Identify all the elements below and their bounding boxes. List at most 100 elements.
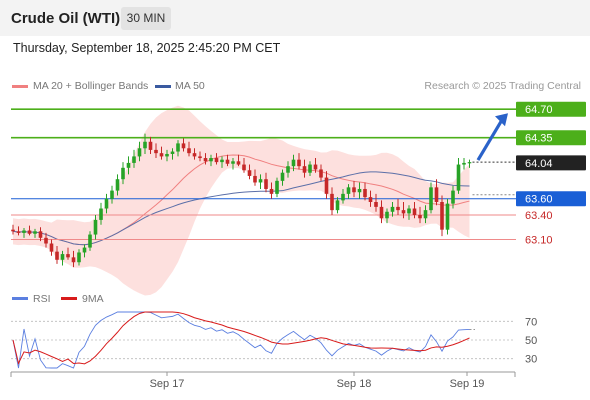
- projection-arrow-head: [495, 113, 508, 127]
- candle-body: [60, 254, 65, 260]
- candle-body: [22, 230, 26, 233]
- candle-body: [330, 193, 334, 211]
- candle-body: [423, 210, 428, 219]
- candle-body: [44, 237, 48, 244]
- candle-body: [33, 231, 37, 234]
- candle-body: [440, 202, 444, 230]
- candle-body: [302, 166, 307, 173]
- candle-body: [49, 243, 54, 252]
- rsi-line: [12, 311, 470, 369]
- candle-body: [66, 254, 70, 258]
- candle-body: [451, 190, 455, 204]
- rsi-ma-legend-label: 9MA: [82, 293, 104, 305]
- candle-body: [126, 162, 131, 168]
- candle-body: [308, 164, 312, 173]
- ma20-legend-label: MA 20 + Bollinger Bands: [33, 80, 149, 92]
- candle-body: [467, 162, 472, 164]
- candle-body: [176, 143, 180, 152]
- candle-body: [121, 167, 125, 180]
- candle-body: [291, 159, 296, 167]
- x-axis-label: Sep 19: [450, 378, 485, 390]
- candle-body: [143, 141, 147, 149]
- candle-body: [165, 153, 169, 157]
- candle-body: [352, 187, 356, 193]
- candle-body: [93, 219, 98, 235]
- level-label-63.60: 63.60: [525, 194, 553, 206]
- rsi-level-label: 50: [525, 335, 537, 347]
- level-box-64.04: [516, 155, 586, 171]
- candle-body: [236, 161, 241, 165]
- candle-body: [148, 141, 153, 150]
- level-label-64.35: 64.35: [525, 133, 553, 145]
- candle-body: [110, 190, 114, 199]
- candle-body: [379, 206, 384, 219]
- research-credit: Research © 2025 Trading Central: [424, 80, 581, 92]
- candle-body: [16, 231, 21, 233]
- ma50-legend-label: MA 50: [175, 80, 205, 92]
- level-label-64.70: 64.70: [525, 104, 553, 116]
- level-label-63.10: 63.10: [525, 234, 553, 246]
- candle-body: [324, 177, 329, 194]
- chart-datetime: Thursday, September 18, 2025 2:45:20 PM …: [13, 41, 281, 55]
- candle-body: [159, 153, 164, 157]
- ma50-legend-swatch: [155, 85, 171, 88]
- rsi-level-label: 70: [525, 316, 537, 328]
- candle-body: [280, 172, 285, 181]
- candle-body: [115, 179, 120, 191]
- header-bar: [0, 0, 590, 36]
- candle-body: [275, 180, 279, 194]
- candle-body: [181, 143, 186, 149]
- candle-body: [187, 148, 191, 154]
- candle-body: [335, 200, 340, 211]
- candle-body: [225, 159, 230, 164]
- candle-body: [203, 158, 208, 162]
- candle-body: [456, 164, 461, 191]
- candle-body: [71, 257, 76, 263]
- rsi-legend-swatch: [12, 297, 28, 300]
- candle-body: [258, 179, 263, 183]
- candle-body: [242, 164, 246, 171]
- candle-body: [434, 187, 439, 202]
- candle-body: [247, 170, 252, 176]
- candle-body: [77, 252, 81, 263]
- candle-body: [264, 179, 268, 189]
- candle-body: [137, 148, 142, 157]
- candle-body: [368, 197, 373, 202]
- candle-body: [220, 159, 224, 163]
- candle-body: [88, 234, 92, 248]
- candle-body: [38, 231, 43, 238]
- candle-body: [198, 156, 202, 159]
- candle-body: [445, 203, 450, 230]
- candle-body: [374, 202, 378, 207]
- level-label-64.04: 64.04: [525, 158, 553, 170]
- candle-body: [396, 206, 400, 211]
- level-box-64.35: [516, 130, 586, 146]
- candle-body: [154, 149, 158, 154]
- candle-body: [390, 206, 395, 212]
- rsi-ma-line: [12, 311, 470, 365]
- candle-body: [462, 162, 466, 165]
- candle-body: [82, 247, 87, 253]
- rsi-level-label: 30: [525, 354, 537, 366]
- projection-arrow-shaft: [476, 117, 505, 161]
- candle-body: [231, 161, 235, 164]
- candle-body: [214, 158, 219, 163]
- candle-body: [132, 156, 136, 163]
- rsi-ma-legend-swatch: [61, 297, 77, 300]
- candle-body: [192, 153, 197, 157]
- candle-body: [297, 159, 301, 167]
- rsi-legend-label: RSI: [33, 293, 51, 305]
- candle-body: [341, 193, 345, 201]
- candle-body: [209, 158, 213, 162]
- candle-body: [253, 175, 257, 183]
- candle-body: [55, 251, 59, 260]
- candle-body: [27, 230, 32, 234]
- candle-body: [269, 188, 274, 194]
- candle-body: [313, 164, 318, 170]
- timeframe-button[interactable]: 30 MIN: [121, 7, 171, 30]
- candle-body: [99, 208, 103, 220]
- x-axis-label: Sep 18: [337, 378, 372, 390]
- candle-body: [363, 188, 367, 198]
- candle-body: [11, 229, 15, 232]
